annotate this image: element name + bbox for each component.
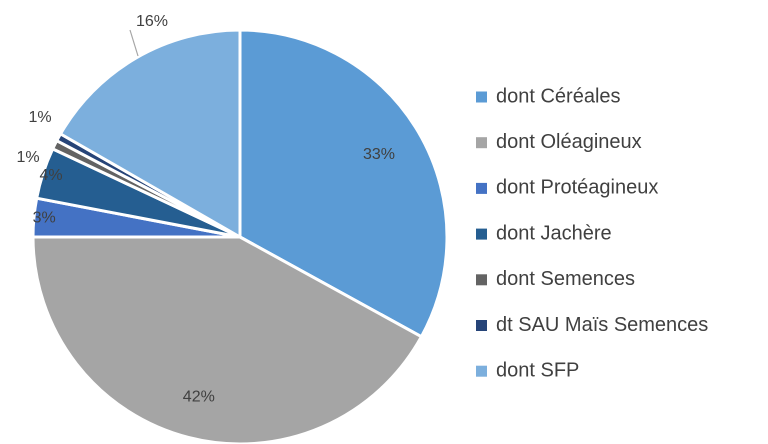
pie-slice [238,28,449,339]
legend-label: dont Semences [496,268,635,290]
legend-swatch [476,182,487,194]
legend-label: dont SFP [496,359,579,381]
pie-slices [31,28,449,444]
leader-lines [129,29,139,57]
legend-swatch [476,137,487,149]
legend: dont Céréales dont Oléagineux dont Protéag… [476,85,708,381]
pie-slice [31,235,423,444]
leader-line [129,29,139,57]
legend-swatch [476,91,487,103]
legend-swatch [476,320,487,331]
legend-swatch [476,228,487,240]
legend-swatch [476,365,487,377]
slice-label: 16% [136,13,168,30]
legend-label: dont Jachère [496,222,612,244]
slice-label: 1% [28,109,51,126]
slice-label: 42% [183,389,215,406]
slice-label: 4% [39,167,62,184]
legend-label: dt SAU Maïs Semences [496,314,708,336]
slice-labels: 33%42%3%4%1%1%16% [16,13,395,405]
legend-swatch [476,274,487,286]
slice-label: 33% [363,146,395,163]
slice-label: 1% [16,149,39,166]
legend-label: dont Oléagineux [496,131,642,153]
pie-slice [59,28,242,239]
legend-label: dont Protéagineux [496,177,658,199]
slice-label: 3% [33,210,56,227]
legend-label: dont Céréales [496,85,621,107]
